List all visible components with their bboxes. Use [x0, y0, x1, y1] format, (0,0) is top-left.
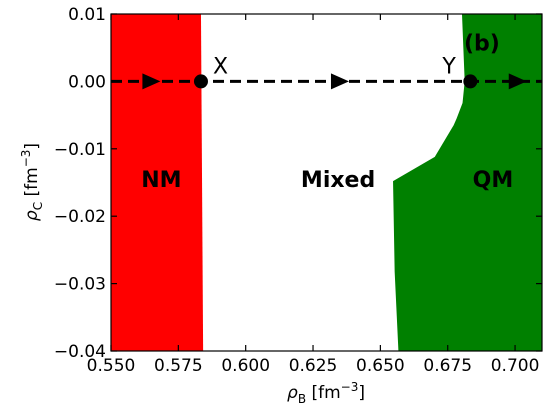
point-label-x: X — [213, 54, 228, 79]
point-label-y: Y — [441, 54, 456, 79]
y-tick-label: 0.00 — [68, 72, 106, 92]
x-tick-label: 0.650 — [356, 356, 405, 376]
point-y — [463, 74, 478, 89]
x-tick-label: 0.675 — [423, 356, 472, 376]
panel-label: (b) — [464, 31, 500, 56]
x-tick-label: 0.600 — [221, 356, 270, 376]
plot-frame — [110, 13, 543, 352]
path-layer — [111, 73, 542, 90]
x-tick-label: 0.700 — [491, 356, 540, 376]
y-tick-label: −0.02 — [54, 207, 106, 227]
path-arrow — [508, 73, 527, 90]
path-arrow — [330, 73, 349, 90]
region-nm — [111, 14, 204, 351]
region-label-nm: NM — [141, 168, 181, 193]
region-label-mixed: Mixed — [301, 168, 375, 193]
plot-area — [111, 14, 542, 351]
y-tick-label: −0.03 — [54, 275, 106, 295]
axis-ticks: 0.550 0.575 0.600 0.625 0.650 0.675 0.700 −0.04… — [54, 5, 542, 376]
path-arrow — [142, 73, 161, 90]
x-axis-label: ρB [fm−3] — [287, 380, 365, 406]
x-tick-label: 0.550 — [87, 356, 136, 376]
annotation-labels: X Y NM Mixed QM (b) — [141, 31, 513, 193]
y-tick-label: 0.01 — [68, 5, 106, 25]
y-tick-label: −0.01 — [54, 140, 106, 160]
y-tick-label: −0.04 — [54, 342, 106, 362]
region-qm — [393, 14, 542, 351]
y-axis-label: ρC [fm−3] — [19, 143, 45, 221]
point-x — [193, 74, 208, 89]
x-tick-label: 0.625 — [289, 356, 338, 376]
x-tick-label: 0.575 — [154, 356, 203, 376]
region-label-qm: QM — [473, 168, 514, 193]
